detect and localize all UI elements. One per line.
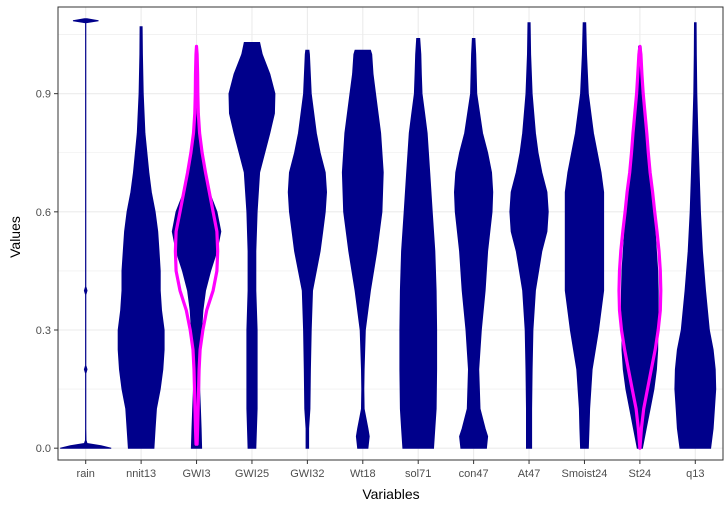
violin-GWI25 xyxy=(228,42,276,449)
x-tick-label: q13 xyxy=(686,468,704,480)
violin-Wt18 xyxy=(341,49,384,449)
x-tick-label: Wt18 xyxy=(350,468,376,480)
highlight-outline-GWI3 xyxy=(173,44,220,446)
x-tick-label: St24 xyxy=(629,468,652,480)
x-axis-title: Variables xyxy=(362,486,419,502)
violin-rain xyxy=(60,18,112,449)
violin-Smoist24 xyxy=(564,22,605,449)
highlight-outline-St24 xyxy=(617,44,663,450)
x-tick-label: Smoist24 xyxy=(562,468,608,480)
violin-nnit13 xyxy=(117,26,165,449)
y-axis-title: Values xyxy=(7,216,23,258)
violin-q13 xyxy=(674,22,717,449)
x-tick-label: nnit13 xyxy=(126,468,156,480)
panel-border xyxy=(57,6,724,461)
x-tick-label: GWI32 xyxy=(290,468,324,480)
violin-shapes xyxy=(60,18,717,449)
axes: 0.0 0.3 0.6 0.9 rain nnit13 GWI3 GWI25 GWI32 Wt18… xyxy=(36,6,724,480)
x-tick-label: con47 xyxy=(459,468,489,480)
x-tick-label: GWI3 xyxy=(182,468,210,480)
x-tick-label: At47 xyxy=(518,468,541,480)
violin-con47 xyxy=(453,38,494,449)
violin-GWI32 xyxy=(287,49,328,449)
y-tick-label: 0.9 xyxy=(36,89,51,101)
y-tick-label: 0.0 xyxy=(36,443,51,455)
violin-At47 xyxy=(509,22,549,449)
panel-background xyxy=(58,7,723,460)
highlight-outlines xyxy=(173,44,663,450)
x-tick-label: GWI25 xyxy=(235,468,269,480)
y-tick-label: 0.3 xyxy=(36,325,51,337)
x-tick-label: sol71 xyxy=(405,468,431,480)
x-tick-label: rain xyxy=(77,468,95,480)
y-tick-label: 0.6 xyxy=(36,207,51,219)
violin-sol71 xyxy=(399,38,438,449)
